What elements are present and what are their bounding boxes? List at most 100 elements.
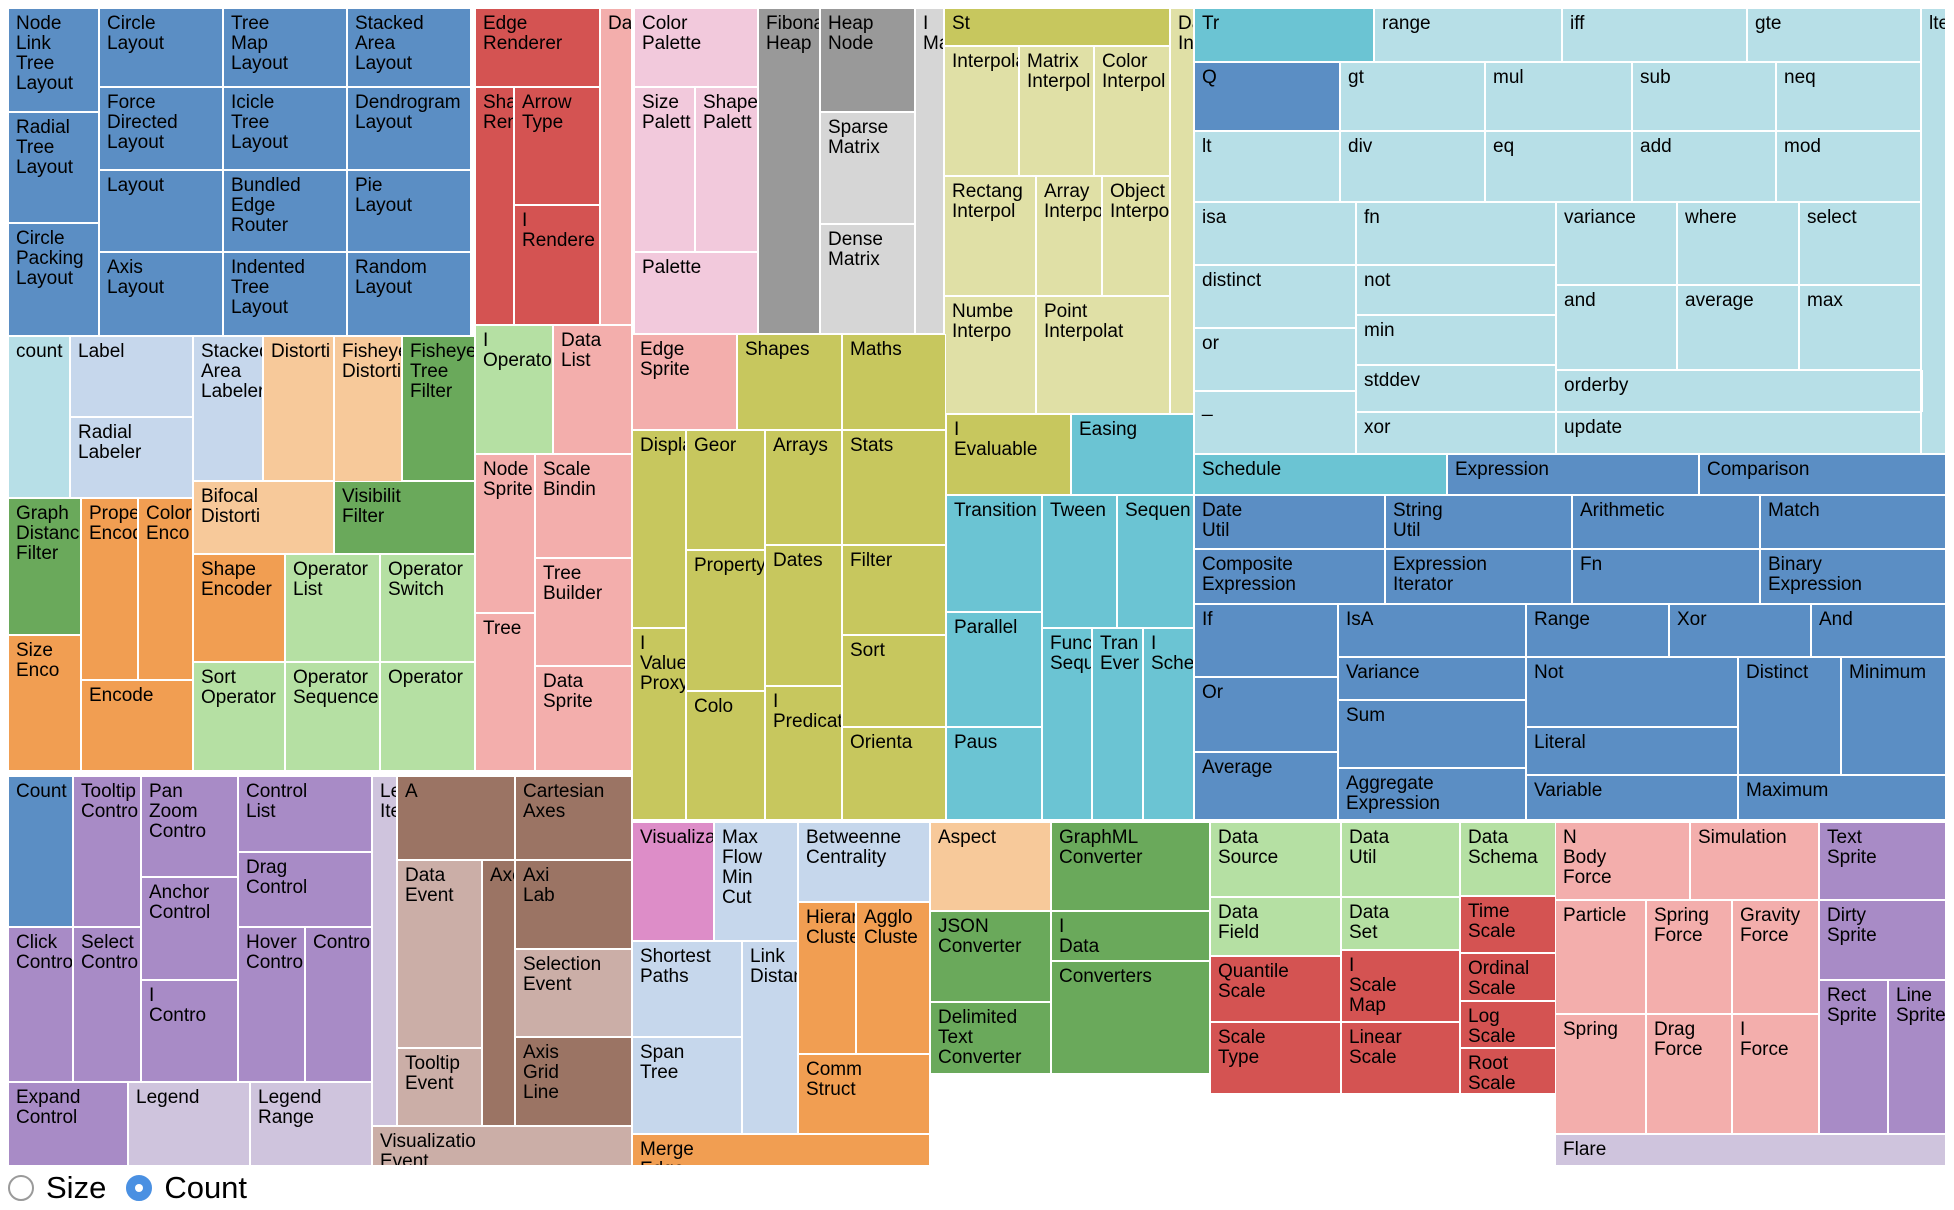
treemap-cell[interactable]: Matrix Interpol <box>1019 46 1094 176</box>
treemap-cell[interactable]: Radial Tree Layout <box>8 112 99 223</box>
treemap-cell[interactable]: Xor <box>1669 604 1811 657</box>
treemap-cell[interactable]: or <box>1194 328 1356 391</box>
treemap-cell[interactable]: I Data <box>1051 911 1210 961</box>
treemap-cell[interactable]: Operator Sequence <box>285 662 380 771</box>
treemap-cell[interactable]: Interpolator <box>944 46 1019 176</box>
treemap-cell[interactable]: Bifocal Distorti <box>193 481 334 554</box>
treemap-cell[interactable]: I Scale Map <box>1341 950 1460 1022</box>
treemap-cell[interactable]: Visibilit Filter <box>334 481 475 554</box>
treemap-cell[interactable]: Tran Ever <box>1092 628 1143 820</box>
treemap-cell[interactable]: Easing <box>1071 414 1194 495</box>
treemap-cell[interactable]: Legend <box>128 1082 250 1166</box>
treemap-cell[interactable]: Data Field <box>1210 897 1341 956</box>
treemap-cell[interactable]: Axis Layout <box>99 252 223 336</box>
treemap-cell[interactable]: Count <box>8 776 73 927</box>
treemap-cell[interactable]: update <box>1556 412 1921 454</box>
treemap-cell[interactable]: Quantile Scale <box>1210 956 1341 1022</box>
treemap-cell[interactable]: Q <box>1194 62 1340 131</box>
treemap-cell[interactable]: Match <box>1760 495 1946 549</box>
treemap-cell[interactable]: Variance <box>1338 657 1526 700</box>
treemap-cell[interactable]: Axis Grid Line <box>515 1037 632 1126</box>
treemap-cell[interactable]: Edge Renderer <box>475 8 600 87</box>
treemap-cell[interactable]: Edge Sprite <box>632 334 737 430</box>
treemap-cell[interactable]: Layout <box>99 170 223 252</box>
treemap-cell[interactable]: Span Tree <box>632 1037 742 1134</box>
treemap-cell[interactable]: mul <box>1485 62 1632 131</box>
treemap-cell[interactable]: neq <box>1776 62 1921 131</box>
treemap-cell[interactable]: Line Sprite <box>1888 980 1946 1134</box>
treemap-cell[interactable]: Particle <box>1555 900 1646 1014</box>
treemap-cell[interactable]: average <box>1677 285 1799 370</box>
count-radio-icon[interactable] <box>126 1175 153 1201</box>
treemap-cell[interactable]: Paus <box>946 727 1042 820</box>
treemap-cell[interactable]: Circle Packing Layout <box>8 223 99 336</box>
treemap-cell[interactable]: Tween <box>1042 495 1117 628</box>
treemap-cell[interactable]: Bundled Edge Router <box>223 170 347 252</box>
treemap-cell[interactable]: Sort <box>842 635 946 727</box>
treemap-cell[interactable]: Size Enco <box>8 635 81 771</box>
treemap-cell[interactable]: Time Scale <box>1460 896 1572 953</box>
treemap-cell[interactable]: Aspect <box>930 822 1051 911</box>
treemap-cell[interactable]: Click Control <box>8 927 73 1082</box>
treemap-cell[interactable]: Data Event <box>397 860 482 1048</box>
treemap-cell[interactable]: Fibona Heap <box>758 8 820 334</box>
treemap-cell[interactable]: Propert Encode <box>81 498 138 680</box>
size-mode-option[interactable]: Size <box>8 1170 106 1206</box>
treemap-cell[interactable]: Shapes <box>737 334 842 430</box>
treemap-cell[interactable]: Binary Expression <box>1760 549 1946 604</box>
treemap-cell[interactable]: Hierarchical Cluster <box>798 902 856 1054</box>
treemap-cell[interactable]: div <box>1340 131 1485 202</box>
treemap-cell[interactable]: Range <box>1526 604 1669 657</box>
treemap-cell[interactable]: Contro <box>305 927 372 1082</box>
treemap-cell[interactable]: I Sche <box>1143 628 1194 820</box>
treemap-cell[interactable]: Color Interpol <box>1094 46 1170 176</box>
treemap-cell[interactable]: I Evaluable <box>946 414 1071 495</box>
treemap-cell[interactable]: Average <box>1194 752 1338 820</box>
treemap-cell[interactable]: Simulation <box>1690 822 1819 900</box>
treemap-cell[interactable]: I Matrix <box>915 8 944 334</box>
treemap-cell[interactable]: Pan Zoom Contro <box>141 776 238 877</box>
treemap-cell[interactable]: min <box>1356 315 1556 365</box>
treemap-cell[interactable]: Linear Scale <box>1341 1022 1460 1094</box>
treemap-cell[interactable]: Random Layout <box>347 252 471 336</box>
treemap-cell[interactable]: Graph Distance Filter <box>8 498 81 635</box>
treemap-cell[interactable]: sub <box>1632 62 1776 131</box>
treemap-cell[interactable]: _ <box>1194 391 1356 454</box>
treemap-cell[interactable]: Spring Force <box>1646 900 1732 1014</box>
treemap-cell[interactable]: Stats <box>842 430 946 545</box>
treemap-cell[interactable]: Dates <box>765 545 842 686</box>
treemap-cell[interactable]: mod <box>1776 131 1921 202</box>
treemap-cell[interactable]: Legend Range <box>250 1082 372 1166</box>
treemap-cell[interactable]: Sort Operator <box>193 662 285 771</box>
treemap-cell[interactable]: Not <box>1526 657 1738 727</box>
treemap-cell[interactable]: Circle Layout <box>99 8 223 87</box>
treemap-cell[interactable]: Node Sprite <box>475 454 535 613</box>
treemap-cell[interactable]: And <box>1811 604 1946 657</box>
treemap-cell[interactable]: Legend Item <box>372 776 397 1126</box>
treemap-cell[interactable]: Force Directed Layout <box>99 87 223 170</box>
treemap-cell[interactable]: Composite Expression <box>1194 549 1385 604</box>
treemap-cell[interactable]: Color Palette <box>634 8 758 87</box>
treemap-cell[interactable]: Scale Bindin <box>535 454 632 558</box>
treemap-cell[interactable]: sum <box>1921 370 1923 412</box>
treemap-cell[interactable]: Expand Control <box>8 1082 128 1166</box>
treemap-cell[interactable]: Filter <box>842 545 946 635</box>
treemap-cell[interactable]: Heap Node <box>820 8 915 112</box>
treemap-cell[interactable]: fn <box>1356 202 1556 265</box>
treemap-cell[interactable]: Comparison <box>1699 454 1946 495</box>
treemap-cell[interactable]: Hover Contro <box>238 927 305 1082</box>
treemap-cell[interactable]: Distorti <box>263 336 334 481</box>
treemap-cell[interactable]: Da <box>600 8 632 325</box>
treemap-cell[interactable]: Distinct <box>1738 657 1841 775</box>
treemap-cell[interactable]: Arithmetic <box>1572 495 1760 549</box>
treemap-cell[interactable]: Tree <box>475 613 535 771</box>
treemap-cell[interactable]: Flare <box>1555 1134 1946 1166</box>
treemap-cell[interactable]: Selection Event <box>515 949 632 1037</box>
treemap-cell[interactable]: Transition <box>946 495 1042 612</box>
treemap-cell[interactable]: Stacked Area Labeler <box>193 336 263 481</box>
treemap-cell[interactable]: gt <box>1340 62 1485 131</box>
treemap-cell[interactable]: Maximum <box>1738 775 1946 820</box>
treemap-cell[interactable]: I Value Proxy <box>632 628 686 820</box>
treemap-cell[interactable]: Palette <box>634 252 758 334</box>
treemap-cell[interactable]: stddev <box>1356 365 1556 412</box>
